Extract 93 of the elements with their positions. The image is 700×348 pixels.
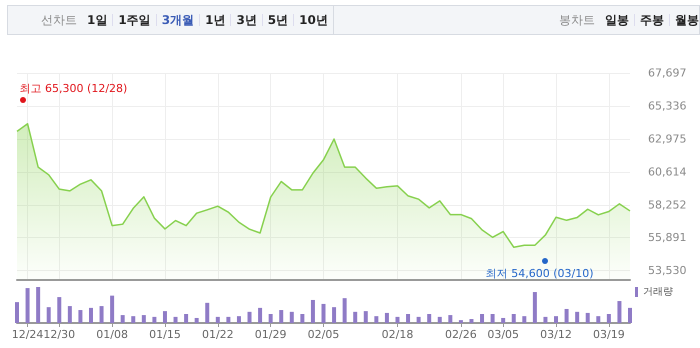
y-tick-label: 67,697 — [648, 66, 686, 80]
bar — [438, 316, 442, 323]
bar — [480, 314, 484, 323]
text: 3개월 — [156, 13, 194, 27]
text: 일봉 — [605, 13, 629, 27]
text: 5년 — [262, 13, 288, 27]
bar — [26, 288, 30, 323]
bar — [226, 316, 230, 323]
bar — [458, 320, 463, 323]
bar — [543, 316, 548, 323]
y-tick-label: 65,336 — [648, 99, 686, 112]
bar — [68, 306, 72, 323]
bar — [205, 302, 210, 323]
bar — [15, 302, 19, 323]
bar — [374, 316, 378, 323]
bar — [174, 316, 178, 323]
bar — [353, 312, 358, 323]
bar — [575, 312, 580, 323]
bar — [142, 315, 146, 323]
x-tick-label: 03/19 — [593, 328, 625, 341]
text: 1일 — [87, 13, 108, 27]
text: 1년 — [199, 13, 226, 27]
x-tick-label: 12/24 — [12, 328, 44, 341]
bar — [532, 292, 537, 323]
x-tick-label: 02/05 — [308, 328, 340, 341]
bar — [469, 319, 474, 323]
bar — [36, 287, 40, 323]
text: 3년 — [230, 13, 257, 27]
bar — [522, 316, 526, 323]
x-tick-label: 01/22 — [202, 328, 234, 341]
bar — [564, 308, 569, 323]
bar — [279, 310, 284, 323]
bar — [184, 314, 188, 323]
bar — [88, 308, 93, 323]
bar — [416, 316, 421, 323]
bar — [194, 318, 199, 323]
x-tick-label: 02/18 — [382, 328, 414, 341]
bar — [586, 312, 590, 323]
legend-label: 거래량 — [643, 286, 673, 298]
bar — [120, 315, 125, 323]
bar — [258, 308, 262, 323]
x-tick-label: 03/05 — [487, 328, 520, 341]
bar — [290, 312, 294, 323]
bar — [310, 300, 315, 323]
x-tick-label: 02/26 — [445, 328, 477, 341]
x-tick-label: 03/12 — [540, 328, 572, 341]
bar — [46, 307, 51, 323]
x-tick-label: 01/15 — [149, 328, 181, 341]
text: 주봉 — [634, 13, 664, 27]
bar — [342, 298, 347, 323]
bar — [406, 314, 410, 323]
y-tick-label: 58,252 — [648, 198, 686, 212]
bar — [617, 301, 622, 323]
text: 10년 — [293, 13, 328, 27]
bar — [152, 316, 156, 323]
bar — [216, 316, 220, 323]
bar — [236, 316, 241, 323]
text: 1주일 — [112, 13, 151, 27]
y-tick-label: 62,975 — [648, 132, 686, 146]
y-tick-label: 60,614 — [648, 165, 686, 178]
bar — [395, 316, 400, 323]
bar — [384, 312, 389, 323]
x-tick-label: 01/29 — [254, 328, 287, 341]
bar — [78, 310, 82, 323]
bar — [554, 316, 558, 323]
bar — [596, 316, 600, 323]
bar — [448, 315, 452, 323]
text: 봉차트 — [559, 13, 595, 27]
x-tick-label: 12/30 — [43, 328, 76, 341]
bar — [364, 311, 368, 323]
bar — [162, 311, 167, 323]
y-tick-label: 53,530 — [648, 264, 686, 278]
x-tick-label: 01/08 — [96, 328, 128, 341]
annotation: 최저 54,600 (03/10) — [486, 266, 594, 282]
y-tick-label: 55,891 — [648, 231, 686, 244]
bar — [332, 307, 336, 323]
bar — [501, 318, 506, 323]
bar — [606, 314, 611, 323]
bar — [57, 297, 62, 323]
bar — [512, 314, 516, 323]
bar — [110, 296, 114, 323]
bar — [248, 312, 252, 323]
bar — [100, 306, 104, 323]
bar — [427, 314, 432, 323]
bar — [628, 308, 632, 323]
text: 월봉 — [669, 13, 699, 27]
text: 선차트 — [41, 13, 77, 27]
bar — [322, 304, 326, 323]
annotation: 최고 65,300 (12/28) — [20, 80, 128, 96]
bar — [268, 314, 273, 323]
bar — [131, 316, 136, 323]
bar — [490, 314, 495, 323]
bar — [300, 314, 304, 323]
